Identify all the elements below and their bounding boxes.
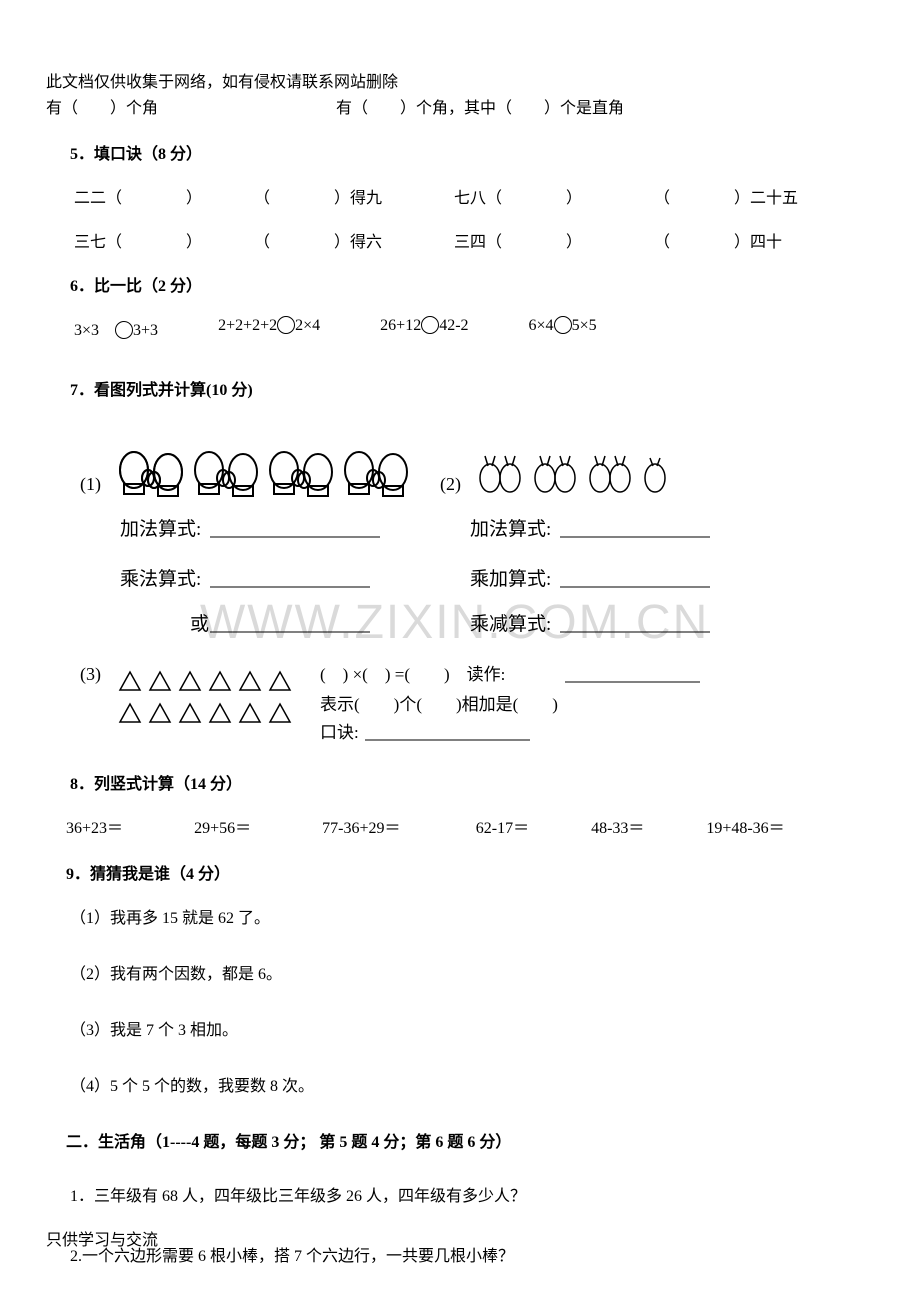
q8-b: 29+56＝ [194, 814, 322, 838]
circle-icon [554, 316, 572, 334]
q6-b: 2+2+2+22×4 [218, 316, 320, 340]
q9-title: 9．猜猜我是谁（4 分） [66, 860, 860, 884]
s2-i2: 2.一个六边形需要 6 根小棒，搭 7 个六边行，一共要几根小棒？ [70, 1242, 860, 1266]
q6-title: 6．比一比（2 分） [70, 272, 860, 296]
angle-right: 有（ ）个角，其中（ ）个是直角 [336, 100, 624, 117]
q7-title: 7．看图列式并计算(10 分) [70, 376, 860, 400]
q5-r2c3: 三四（ ） [454, 228, 654, 252]
svg-text:(1): (1) [80, 474, 101, 495]
svg-text:加法算式:: 加法算式: [120, 518, 201, 540]
q5-r2c4: （ ）四十 [654, 228, 860, 252]
q8-a: 36+23＝ [66, 814, 194, 838]
svg-text:乘减算式:: 乘减算式: [470, 613, 551, 635]
circle-icon [421, 316, 439, 334]
svg-text:乘加算式:: 乘加算式: [470, 568, 551, 590]
angle-line: 有（ ）个角 有（ ）个角，其中（ ）个是直角 [46, 94, 860, 118]
svg-text:或: 或 [190, 613, 209, 635]
q7-figure: (1) [80, 430, 860, 750]
q6-c: 26+1242-2 [380, 316, 468, 340]
q9-i1: （1）我再多 15 就是 62 了。 [70, 904, 860, 928]
q8-title: 8．列竖式计算（14 分） [70, 770, 860, 794]
q9-i4: （4）5 个 5 个的数，我要数 8 次。 [70, 1072, 860, 1096]
q5-title: 5．填口诀（8 分） [70, 140, 860, 164]
q9-i3: （3）我是 7 个 3 相加。 [70, 1016, 860, 1040]
svg-text:口诀:: 口诀: [320, 723, 359, 742]
circle-icon [115, 321, 133, 339]
q5-row2: 三七（ ） （ ）得六 三四（ ） （ ）四十 [74, 228, 860, 252]
page-content: 此文档仅供收集于网络，如有侵权请联系网站删除 有（ ）个角 有（ ）个角，其中（… [46, 68, 860, 1266]
s2-i1: 1．三年级有 68 人，四年级比三年级多 26 人，四年级有多少人？ [70, 1182, 860, 1206]
s2-title: 二．生活角（1----4 题，每题 3 分； 第 5 题 4 分；第 6 题 6… [66, 1128, 860, 1152]
q8-row: 36+23＝ 29+56＝ 77-36+29＝ 62-17＝ 48-33＝ 19… [66, 814, 860, 838]
q5-r1c3: 七八（ ） [454, 184, 654, 208]
q6-d: 6×45×5 [529, 316, 597, 340]
svg-text:(2): (2) [440, 474, 461, 495]
svg-text:加法算式:: 加法算式: [470, 518, 551, 540]
svg-text:( ) ×( ) =( ) 读作:: ( ) ×( ) =( ) 读作: [320, 665, 505, 684]
q9-i2: （2）我有两个因数，都是 6。 [70, 960, 860, 984]
header-note: 此文档仅供收集于网络，如有侵权请联系网站删除 [46, 68, 860, 92]
q5-r1c2: （ ）得九 [254, 184, 454, 208]
q8-f: 19+48-36＝ [706, 814, 860, 838]
q5-r2c1: 三七（ ） [74, 228, 254, 252]
q8-c: 77-36+29＝ [322, 814, 476, 838]
q5-row1: 二二（ ） （ ）得九 七八（ ） （ ）二十五 [74, 184, 860, 208]
q5-r1c4: （ ）二十五 [654, 184, 860, 208]
svg-text:乘法算式:: 乘法算式: [120, 568, 201, 590]
circle-icon [277, 316, 295, 334]
q5-r1c1: 二二（ ） [74, 184, 254, 208]
q5-r2c2: （ ）得六 [254, 228, 454, 252]
q8-d: 62-17＝ [476, 814, 591, 838]
angle-left: 有（ ）个角 [46, 100, 158, 117]
q6-a: 3×3 3+3 [74, 316, 158, 340]
svg-text:(3): (3) [80, 664, 101, 685]
q8-e: 48-33＝ [591, 814, 706, 838]
q6-row: 3×3 3+3 2+2+2+22×4 26+1242-2 6×45×5 [74, 316, 860, 340]
svg-text:表示( )个( )相加是( ): 表示( )个( )相加是( ) [320, 695, 558, 714]
